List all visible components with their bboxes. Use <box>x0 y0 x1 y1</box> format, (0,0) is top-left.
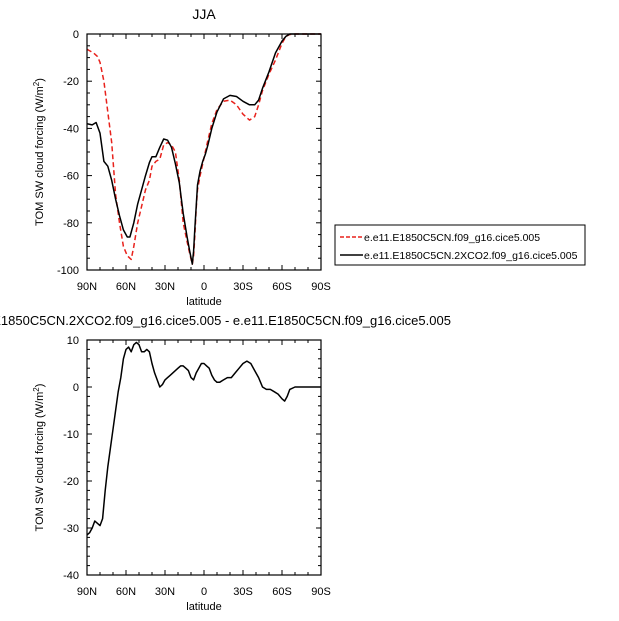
legend-label-0: e.e11.E1850C5CN.f09_g16.cice5.005 <box>364 232 540 244</box>
y-tick-label: 0 <box>73 29 79 41</box>
x-tick-label: 30S <box>233 281 253 293</box>
y-tick-label: -20 <box>63 476 79 488</box>
y-tick-label: -20 <box>63 76 79 88</box>
y-tick-label: 10 <box>67 335 79 347</box>
y-axis-label-sup: 2 <box>32 387 41 392</box>
plot-frame <box>86 339 322 576</box>
x-tick-label: 30S <box>233 586 253 598</box>
x-tick-label: 90N <box>77 586 97 598</box>
x-tick-label: 90N <box>77 281 97 293</box>
y-tick-label: -60 <box>63 171 79 183</box>
x-tick-label: 60S <box>272 281 292 293</box>
x-tick-label: 90S <box>311 281 331 293</box>
y-axis-label-sup: 2 <box>32 81 41 86</box>
x-axis-label: latitude <box>186 296 221 308</box>
legend-label-1: e.e11.E1850C5CN.2XCO2.f09_g16.cice5.005 <box>364 250 578 262</box>
x-tick-label: 30N <box>155 281 175 293</box>
y-axis-label-main: TOM SW cloud forcing (W/m <box>34 86 46 226</box>
y-axis-label: TOM SW cloud forcing (W/m2) <box>32 78 46 226</box>
x-tick-label: 0 <box>201 586 207 598</box>
x-tick-label: 30N <box>155 586 175 598</box>
series-line-1 <box>87 33 321 265</box>
y-tick-label: -80 <box>63 218 79 230</box>
y-axis-label-main: TOM SW cloud forcing (W/m <box>34 392 46 532</box>
x-tick-label: 60S <box>272 586 292 598</box>
x-tick-label: 90S <box>311 586 331 598</box>
x-axis-label: latitude <box>186 601 221 613</box>
y-tick-label: -40 <box>63 123 79 135</box>
series-line-0 <box>87 341 321 536</box>
y-tick-label: 0 <box>73 382 79 394</box>
y-axis-label: TOM SW cloud forcing (W/m2) <box>32 384 46 532</box>
y-tick-label: -30 <box>63 523 79 535</box>
y-tick-label: -100 <box>57 265 79 277</box>
y-axis-label-end: ) <box>34 384 46 388</box>
chart-title: e.e11.E1850C5CN.2XCO2.f09_g16.cice5.005 … <box>0 313 451 328</box>
x-tick-label: 0 <box>201 281 207 293</box>
y-axis-label-end: ) <box>34 78 46 82</box>
y-tick-label: -10 <box>63 429 79 441</box>
x-tick-label: 60N <box>116 281 136 293</box>
legend-box <box>334 224 586 266</box>
chart-title: JJA <box>192 6 216 22</box>
series-line-0 <box>87 33 321 265</box>
x-tick-label: 60N <box>116 586 136 598</box>
y-tick-label: -40 <box>63 570 79 582</box>
